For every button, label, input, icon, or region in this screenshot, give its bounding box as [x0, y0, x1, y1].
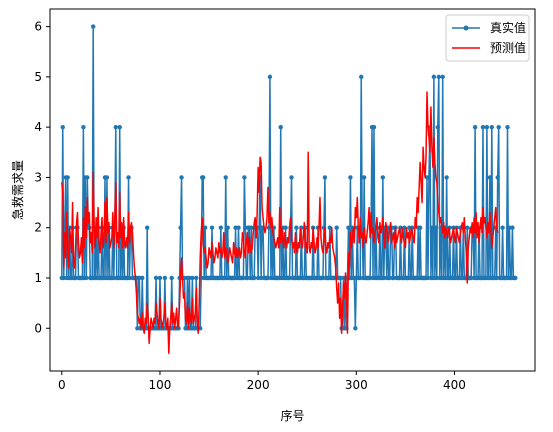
- data-point: [417, 225, 423, 230]
- data-point: [510, 225, 515, 230]
- data-point: [353, 326, 358, 331]
- x-tick-label: 300: [345, 378, 368, 392]
- data-point: [513, 275, 518, 281]
- legend-label-actual: 真实值: [490, 20, 526, 35]
- data-point: [84, 275, 89, 281]
- data-point: [190, 275, 195, 281]
- data-point: [294, 225, 299, 230]
- data-point: [65, 175, 70, 180]
- data-point: [223, 175, 228, 180]
- data-point: [145, 225, 150, 230]
- data-point: [194, 275, 199, 281]
- data-point: [465, 225, 470, 230]
- y-tick-label: 2: [34, 221, 42, 235]
- data-point: [435, 124, 440, 130]
- data-point: [117, 124, 122, 130]
- data-point: [225, 225, 230, 230]
- y-tick-label: 0: [34, 321, 42, 335]
- data-point: [60, 124, 65, 130]
- data-point: [104, 175, 110, 180]
- data-point: [348, 175, 353, 180]
- data-point: [431, 74, 437, 80]
- data-point: [484, 124, 490, 130]
- legend-label-predicted: 预测值: [490, 40, 526, 55]
- data-point: [169, 275, 174, 281]
- data-point: [433, 225, 439, 230]
- data-point: [429, 225, 435, 230]
- data-point: [157, 275, 163, 281]
- data-point: [278, 124, 283, 130]
- data-point: [236, 225, 241, 230]
- data-point: [361, 175, 367, 180]
- y-tick-label: 4: [34, 120, 42, 134]
- x-tick-label: 100: [149, 378, 172, 392]
- data-point: [444, 175, 449, 180]
- data-point: [202, 225, 208, 230]
- data-point: [179, 175, 184, 180]
- x-tick-label: 0: [58, 378, 66, 392]
- data-point: [85, 175, 90, 180]
- data-point: [334, 225, 339, 230]
- legend: 真实值 预测值: [445, 14, 530, 62]
- data-point: [200, 175, 206, 180]
- data-point: [327, 225, 333, 230]
- data-point: [436, 74, 441, 80]
- data-point: [267, 74, 273, 80]
- x-tick-label: 400: [443, 378, 466, 392]
- data-point: [487, 175, 493, 180]
- y-axis: 0 1 2 3 4 5 6: [34, 20, 50, 335]
- data-point: [162, 275, 168, 281]
- data-point: [209, 225, 215, 230]
- data-point: [346, 225, 351, 230]
- data-point: [249, 225, 254, 230]
- data-point: [489, 124, 494, 130]
- data-point: [426, 175, 432, 180]
- data-point: [480, 124, 486, 130]
- x-axis: 0 100 200 300 400: [58, 371, 466, 392]
- data-point: [252, 275, 257, 281]
- x-tick-label: 200: [247, 378, 270, 392]
- data-point: [242, 175, 247, 180]
- data-point: [178, 225, 183, 230]
- data-point: [380, 175, 386, 180]
- data-point: [283, 225, 288, 230]
- data-point: [218, 225, 224, 230]
- y-axis-label: 急救需求量: [10, 160, 25, 220]
- legend-marker-actual: [463, 25, 469, 31]
- data-point: [81, 124, 86, 130]
- y-tick-label: 6: [34, 20, 42, 34]
- data-point: [153, 275, 159, 281]
- data-point: [500, 225, 505, 230]
- series-line-predicted: [61, 91, 499, 355]
- data-point: [289, 175, 294, 180]
- y-tick-label: 3: [34, 170, 42, 184]
- y-tick-label: 5: [34, 70, 42, 84]
- data-point: [472, 124, 478, 130]
- data-point: [371, 124, 377, 130]
- data-point: [496, 124, 501, 130]
- data-point: [505, 124, 510, 130]
- data-point: [126, 175, 131, 180]
- data-point: [322, 175, 328, 180]
- y-tick-label: 1: [34, 271, 42, 285]
- data-point: [495, 175, 500, 180]
- data-point: [140, 275, 145, 281]
- data-point: [440, 74, 445, 80]
- data-point: [91, 24, 96, 29]
- plot-frame: [49, 8, 536, 372]
- data-point: [113, 124, 118, 130]
- data-point: [359, 74, 364, 80]
- x-axis-label: 序号: [280, 408, 304, 423]
- series-layer: [59, 24, 518, 355]
